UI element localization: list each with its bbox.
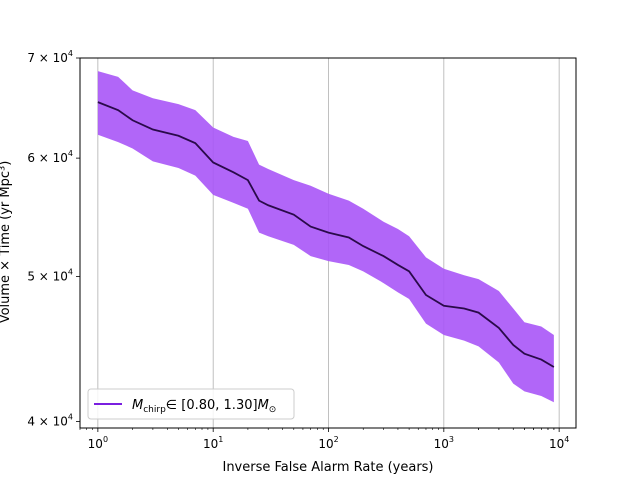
legend-unit-sub: ⊙ xyxy=(269,405,277,415)
series-line xyxy=(97,101,555,368)
y-axis-label: Volume × Time (yr Mpc³) xyxy=(0,161,13,324)
legend-range: ∈ [0.80, 1.30] xyxy=(166,398,258,413)
y-tick-label: 7 × 104 xyxy=(27,49,73,65)
y-tick-label: 4 × 104 xyxy=(27,412,73,428)
y-axis-ticks: 4 × 104 5 × 104 6 × 104 7 × 104 xyxy=(27,49,80,428)
x-tick-label: 102 xyxy=(318,435,338,451)
legend-unit: M xyxy=(258,398,269,413)
x-tick-label: 100 xyxy=(88,435,108,451)
legend-symbol-sub: chirp xyxy=(143,405,166,415)
legend-entry: Mchirp∈ [0.80, 1.30]M⊙ xyxy=(132,398,276,415)
legend: Mchirp∈ [0.80, 1.30]M⊙ xyxy=(87,388,295,420)
x-tick-label: 104 xyxy=(549,435,569,451)
y-tick-label: 5 × 104 xyxy=(27,268,73,284)
confidence-band xyxy=(97,71,554,403)
legend-box xyxy=(87,388,295,420)
legend-symbol: M xyxy=(132,398,143,413)
y-tick-label: 6 × 104 xyxy=(27,149,73,165)
x-axis-label: Inverse False Alarm Rate (years) xyxy=(222,460,433,475)
x-tick-label: 101 xyxy=(203,435,223,451)
plot-frame xyxy=(79,57,577,429)
x-tick-label: 103 xyxy=(434,435,454,451)
x-axis-ticks: 100 101 102 103 104 xyxy=(79,428,569,451)
